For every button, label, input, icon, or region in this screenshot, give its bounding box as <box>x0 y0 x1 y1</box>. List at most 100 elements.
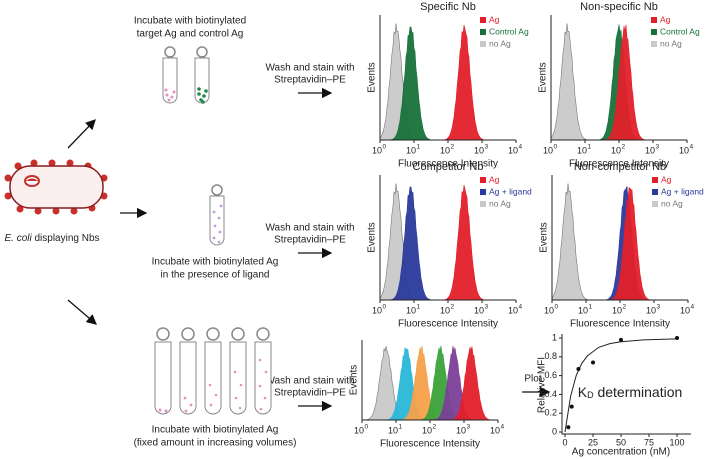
x-tick-label: 10 <box>372 305 382 315</box>
x-tick-label: 10 <box>646 305 656 315</box>
kd-k: K <box>578 384 588 400</box>
x-tick-label: 10 <box>543 145 553 155</box>
legend-label: Ag <box>489 14 500 24</box>
fit-curve <box>564 338 678 433</box>
x-tick-exponent: 4 <box>519 304 523 311</box>
y-axis-label: Events <box>367 62 378 93</box>
x-tick-exponent: 2 <box>433 424 437 431</box>
x-tick-label: 10 <box>612 305 622 315</box>
kd-axes <box>561 334 691 435</box>
x-tick-label: 10 <box>422 425 432 435</box>
ecoli-cell <box>4 159 108 215</box>
x-tick-label: 75 <box>644 437 654 447</box>
step-text: Incubate with biotinylated <box>134 16 246 27</box>
legend-swatch <box>652 177 658 183</box>
x-tick-label: 10 <box>388 425 398 435</box>
x-axis-label: Fluorescence Intensity <box>570 319 670 330</box>
x-tick-exponent: 4 <box>691 304 695 311</box>
tube-row2 <box>209 184 225 246</box>
y-tick-label: 0.4 <box>544 389 557 399</box>
y-axis-label: Events <box>539 222 550 253</box>
legend-swatch <box>651 17 657 23</box>
y-tick-label: 0.8 <box>544 351 557 361</box>
x-tick-label: 10 <box>372 145 382 155</box>
x-tick-label: 10 <box>578 305 588 315</box>
wash-text: Wash and stain with <box>265 63 354 74</box>
y-tick-label: 0.6 <box>544 370 557 380</box>
legend-label: no Ag <box>660 38 682 48</box>
kd-y-label: Relative MFI <box>537 357 548 413</box>
x-axis-label: Fluorescence Intensity <box>398 159 498 170</box>
tubes-row3 <box>154 327 272 415</box>
x-tick-label: 10 <box>508 305 518 315</box>
y-tick-label: 0 <box>552 426 557 436</box>
step-text: Incubate with biotinylated Ag <box>152 425 279 436</box>
data-point <box>566 425 571 430</box>
x-tick-exponent: 2 <box>622 144 626 151</box>
data-point <box>576 367 581 372</box>
x-tick-label: 10 <box>679 145 689 155</box>
x-tick-label: 10 <box>490 425 500 435</box>
x-tick-label: 10 <box>440 145 450 155</box>
x-tick-label: 10 <box>440 305 450 315</box>
x-tick-exponent: 2 <box>451 304 455 311</box>
x-tick-exponent: 3 <box>656 144 660 151</box>
x-tick-exponent: 0 <box>365 424 369 431</box>
wash-text: Streptavidin–PE <box>274 75 346 86</box>
legend-swatch <box>480 177 486 183</box>
data-point <box>675 336 679 340</box>
x-tick-label: 25 <box>588 437 598 447</box>
x-tick-exponent: 1 <box>417 304 421 311</box>
x-tick-exponent: 0 <box>383 144 387 151</box>
x-tick-exponent: 2 <box>451 144 455 151</box>
step-text: (fixed amount in increasing volumes) <box>134 438 297 449</box>
panel-title: Non-competitor Nb <box>574 161 666 173</box>
data-point <box>591 360 595 365</box>
x-tick-exponent: 1 <box>417 144 421 151</box>
legend-label: Ag <box>661 174 672 184</box>
x-tick-exponent: 3 <box>657 304 661 311</box>
x-tick-exponent: 3 <box>485 144 489 151</box>
x-tick-label: 10 <box>611 145 621 155</box>
x-tick-exponent: 1 <box>399 424 403 431</box>
legend-swatch <box>480 41 486 47</box>
x-tick-label: 10 <box>474 145 484 155</box>
arrow <box>67 119 96 149</box>
legend-swatch <box>480 29 486 35</box>
x-tick-label: 10 <box>406 305 416 315</box>
step-text: Incubate with biotinylated Ag <box>152 257 279 268</box>
cell-label-rest: displaying Nbs <box>32 233 100 244</box>
wash-text: Wash and stain with <box>265 223 354 234</box>
x-tick-label: 100 <box>669 437 684 447</box>
x-tick-label: 10 <box>508 145 518 155</box>
panel-title: Specific Nb <box>420 1 476 13</box>
legend-swatch <box>652 201 658 207</box>
x-tick-label: 10 <box>577 145 587 155</box>
kd-x-label: Ag concentration (nM) <box>572 447 670 458</box>
y-axis-label: Events <box>538 62 549 93</box>
legend-label: no Ag <box>489 38 511 48</box>
x-tick-label: 10 <box>680 305 690 315</box>
x-tick-exponent: 0 <box>555 304 559 311</box>
x-tick-exponent: 4 <box>501 424 505 431</box>
step-text: target Ag and control Ag <box>137 29 244 40</box>
cell-label: E. coli displaying Nbs <box>4 233 99 244</box>
kd-rest: determination <box>594 384 683 400</box>
tubes-row1 <box>162 46 210 104</box>
x-tick-exponent: 4 <box>690 144 694 151</box>
y-tick-label: 0.2 <box>544 408 557 418</box>
x-tick-label: 10 <box>544 305 554 315</box>
legend-label: no Ag <box>661 198 683 208</box>
cell-label-italic: E. coli <box>4 233 32 244</box>
legend-swatch <box>651 29 657 35</box>
panel-title: Non-specific Nb <box>580 1 658 13</box>
x-tick-label: 10 <box>354 425 364 435</box>
x-tick-label: 10 <box>456 425 466 435</box>
legend-swatch <box>480 189 486 195</box>
x-tick-label: 50 <box>616 437 626 447</box>
wash-text: Streptavidin–PE <box>274 235 346 246</box>
x-tick-exponent: 1 <box>588 144 592 151</box>
x-tick-exponent: 2 <box>623 304 627 311</box>
x-tick-label: 0 <box>562 437 567 447</box>
